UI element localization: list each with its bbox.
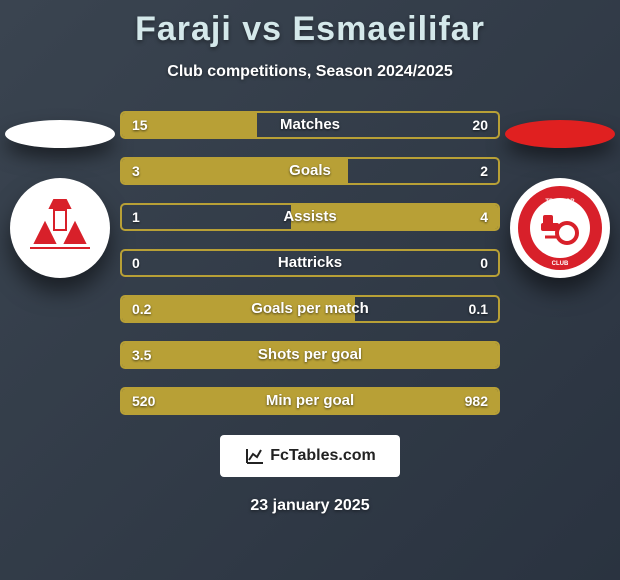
stat-value-right: 4 [480, 205, 488, 229]
left-club-badge [10, 178, 110, 278]
stat-label: Goals [122, 159, 498, 183]
stat-row: 520Min per goal982 [120, 387, 500, 415]
date-label: 23 january 2025 [0, 497, 620, 515]
stat-row: 3.5Shots per goal [120, 341, 500, 369]
stat-row: 0.2Goals per match0.1 [120, 295, 500, 323]
right-club-text-bottom: CLUB [552, 261, 569, 267]
left-club-crest-icon [20, 188, 100, 268]
stat-value-right: 2 [480, 159, 488, 183]
stat-value-right: 0 [480, 251, 488, 275]
stat-value-right: 20 [472, 113, 488, 137]
right-club-badge: TRACTOR CLUB [510, 178, 610, 278]
left-club-ellipse [5, 120, 115, 148]
left-club-column [0, 120, 120, 278]
page-title: Faraji vs Esmaeilifar [0, 0, 620, 49]
stat-label: Assists [122, 205, 498, 229]
stat-label: Matches [122, 113, 498, 137]
stat-value-right: 0.1 [469, 297, 488, 321]
stat-row: 1Assists4 [120, 203, 500, 231]
stat-label: Min per goal [122, 389, 498, 413]
stat-row: 3Goals2 [120, 157, 500, 185]
fctables-label: FcTables.com [270, 447, 376, 465]
chart-icon [244, 445, 266, 467]
stat-row: 0Hattricks0 [120, 249, 500, 277]
stat-label: Hattricks [122, 251, 498, 275]
stats-container: 15Matches20 3Goals2 1Assists4 0Hattricks0 0.… [120, 111, 500, 415]
right-club-column: TRACTOR CLUB [500, 120, 620, 278]
stat-label: Shots per goal [122, 343, 498, 367]
right-club-text-top: TRACTOR [545, 199, 575, 205]
stat-value-right: 982 [465, 389, 488, 413]
stat-row: 15Matches20 [120, 111, 500, 139]
right-club-crest-icon: TRACTOR CLUB [515, 183, 605, 273]
fctables-logo[interactable]: FcTables.com [220, 435, 400, 477]
page-subtitle: Club competitions, Season 2024/2025 [0, 63, 620, 81]
right-club-ellipse [505, 120, 615, 148]
stat-label: Goals per match [122, 297, 498, 321]
